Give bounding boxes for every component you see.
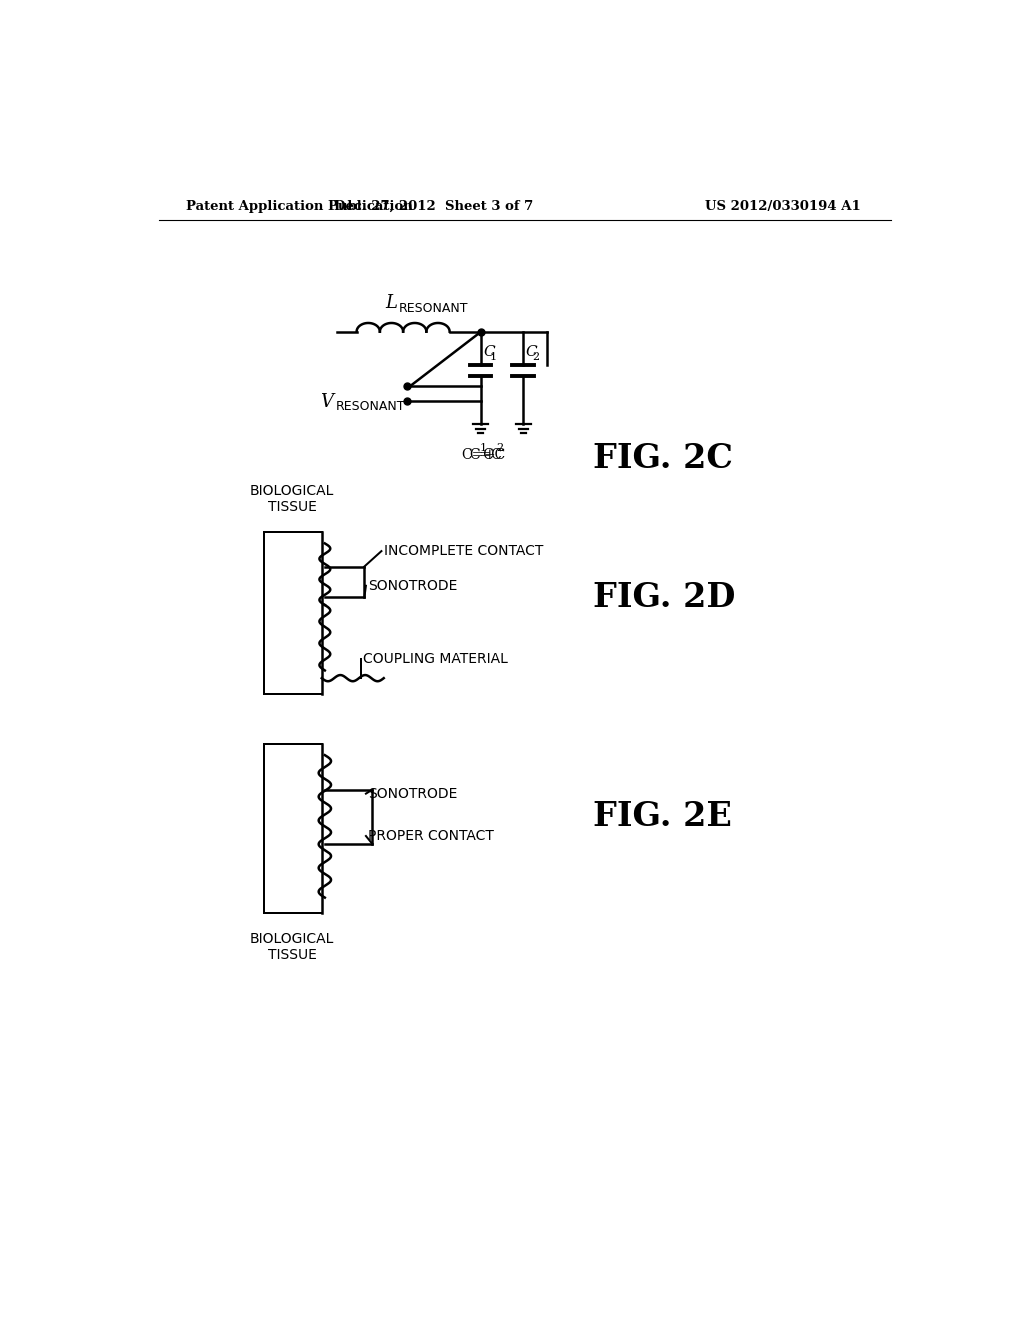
Text: +C: +C <box>483 447 506 462</box>
Text: C: C <box>483 345 495 359</box>
Text: Patent Application Publication: Patent Application Publication <box>186 199 413 213</box>
Text: L: L <box>385 294 397 313</box>
Text: 1: 1 <box>489 352 497 363</box>
Bar <box>263 532 322 693</box>
Text: 2: 2 <box>496 444 503 453</box>
Text: C=C: C=C <box>469 447 502 462</box>
Text: SONOTRODE: SONOTRODE <box>369 787 458 801</box>
Text: COUPLING MATERIAL: COUPLING MATERIAL <box>362 652 508 665</box>
Text: V: V <box>321 393 334 411</box>
Text: US 2012/0330194 A1: US 2012/0330194 A1 <box>706 199 861 213</box>
Bar <box>263 743 322 913</box>
Text: RESONANT: RESONANT <box>336 400 406 413</box>
Text: INCOMPLETE CONTACT: INCOMPLETE CONTACT <box>384 544 543 558</box>
Text: BIOLOGICAL
TISSUE: BIOLOGICAL TISSUE <box>250 484 335 515</box>
Text: FIG. 2E: FIG. 2E <box>593 800 732 833</box>
Text: FIG. 2C: FIG. 2C <box>593 442 733 475</box>
Text: RESONANT: RESONANT <box>399 302 469 314</box>
Text: 2: 2 <box>532 352 540 363</box>
Text: Dec. 27, 2012  Sheet 3 of 7: Dec. 27, 2012 Sheet 3 of 7 <box>335 199 534 213</box>
Text: C=C: C=C <box>461 447 495 462</box>
Text: 1: 1 <box>480 444 487 453</box>
Text: PROPER CONTACT: PROPER CONTACT <box>369 829 495 843</box>
Text: SONOTRODE: SONOTRODE <box>369 578 458 593</box>
Text: C: C <box>525 345 538 359</box>
Text: BIOLOGICAL
TISSUE: BIOLOGICAL TISSUE <box>250 932 335 962</box>
Text: FIG. 2D: FIG. 2D <box>593 581 735 614</box>
